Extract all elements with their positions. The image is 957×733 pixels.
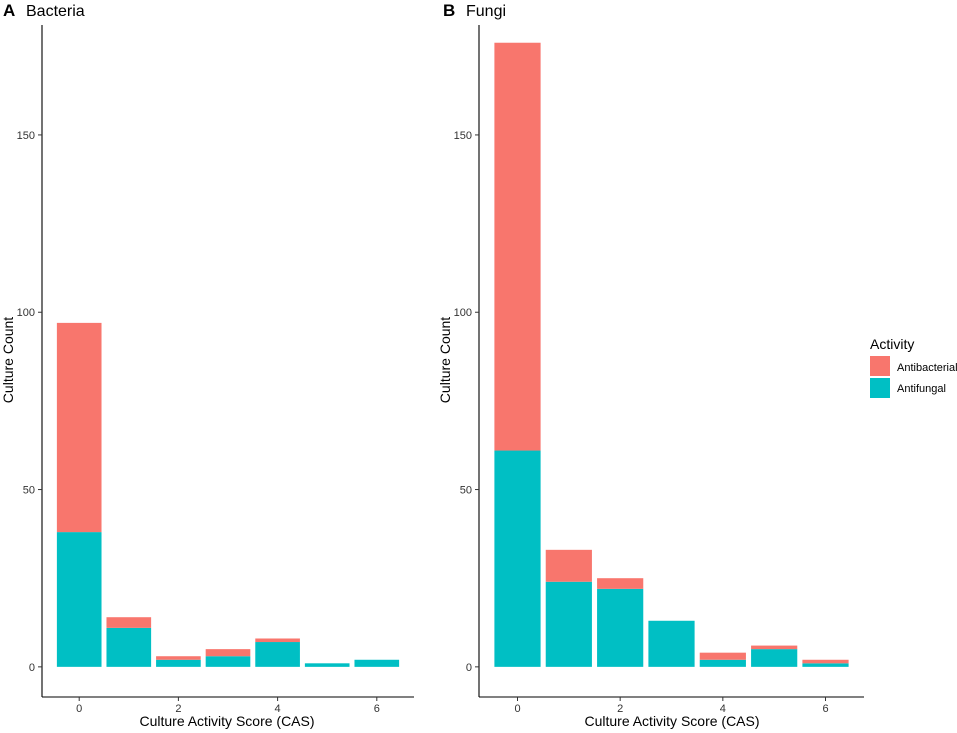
bar-antifungal-cas-6 (802, 663, 849, 667)
y-tick-label: 50 (460, 485, 472, 497)
x-tick-label: 4 (720, 703, 726, 715)
y-axis-title: Culture Count (437, 317, 453, 403)
x-tick-label: 2 (175, 703, 181, 715)
bar-antibacterial-cas-6 (802, 659, 849, 664)
panel-letter: B (443, 1, 455, 20)
bar-antifungal-cas-1 (545, 581, 592, 667)
x-tick-label: 0 (76, 703, 82, 715)
panel-bacteria: A Bacteria 0 50 100 150 0 2 4 6 Culture Activit… (0, 1, 414, 729)
y-axis-title: Culture Count (0, 317, 16, 403)
legend: Activity Antibacterial Antifungal (870, 336, 957, 398)
bar-antifungal-cas-3 (648, 620, 695, 667)
panel-title: Bacteria (26, 3, 85, 20)
bar-antibacterial-cas-4 (255, 638, 300, 643)
x-tick-label: 6 (374, 703, 380, 715)
legend-swatch-antifungal (870, 378, 890, 398)
x-tick-label: 2 (617, 703, 623, 715)
bar-antifungal-cas-3 (205, 656, 251, 667)
bar-antibacterial-cas-2 (597, 578, 644, 589)
y-tick-label: 150 (17, 130, 35, 142)
bar-antifungal-cas-5 (304, 663, 350, 667)
x-axis-title: Culture Activity Score (CAS) (139, 713, 314, 729)
bar-antibacterial-cas-2 (156, 656, 201, 660)
x-tick-label: 0 (514, 703, 520, 715)
bar-antibacterial-cas-4 (699, 652, 746, 660)
bar-antibacterial-cas-5 (751, 645, 798, 650)
axes: 0 50 100 150 0 2 4 6 (454, 25, 864, 715)
legend-label-antifungal: Antifungal (897, 383, 946, 395)
bar-antifungal-cas-4 (255, 642, 300, 667)
y-tick-label: 100 (17, 307, 35, 319)
bar-antibacterial-cas-0 (56, 322, 102, 533)
bar-antifungal-cas-6 (354, 659, 400, 667)
bar-antibacterial-cas-1 (545, 549, 592, 582)
x-axis-title: Culture Activity Score (CAS) (584, 713, 759, 729)
panel-title: Fungi (466, 3, 506, 20)
y-tick-label: 100 (454, 307, 472, 319)
bar-antifungal-cas-2 (156, 659, 201, 667)
panel-letter: A (3, 1, 15, 20)
bar-antifungal-cas-0 (494, 450, 541, 667)
bar-antifungal-cas-4 (699, 659, 746, 667)
y-tick-label: 0 (466, 662, 472, 674)
legend-swatch-antibacterial (870, 356, 890, 376)
axes: 0 50 100 150 0 2 4 6 (17, 25, 414, 715)
bar-antifungal-cas-0 (56, 532, 102, 667)
bar-group (494, 42, 849, 667)
bar-antibacterial-cas-0 (494, 42, 541, 451)
bar-antifungal-cas-2 (597, 588, 644, 667)
bar-antibacterial-cas-3 (205, 649, 251, 657)
y-tick-label: 150 (454, 130, 472, 142)
legend-title: Activity (870, 336, 914, 352)
y-tick-label: 0 (29, 662, 35, 674)
x-tick-label: 4 (275, 703, 281, 715)
x-tick-label: 6 (822, 703, 828, 715)
bar-antifungal-cas-5 (751, 649, 798, 667)
bar-group (56, 322, 400, 667)
y-tick-label: 50 (23, 485, 35, 497)
bar-antibacterial-cas-1 (106, 617, 152, 628)
bar-antifungal-cas-1 (106, 627, 152, 667)
panel-fungi: B Fungi 0 50 100 150 0 2 4 6 Culture Activity S… (437, 1, 864, 729)
legend-label-antibacterial: Antibacterial (897, 362, 957, 374)
